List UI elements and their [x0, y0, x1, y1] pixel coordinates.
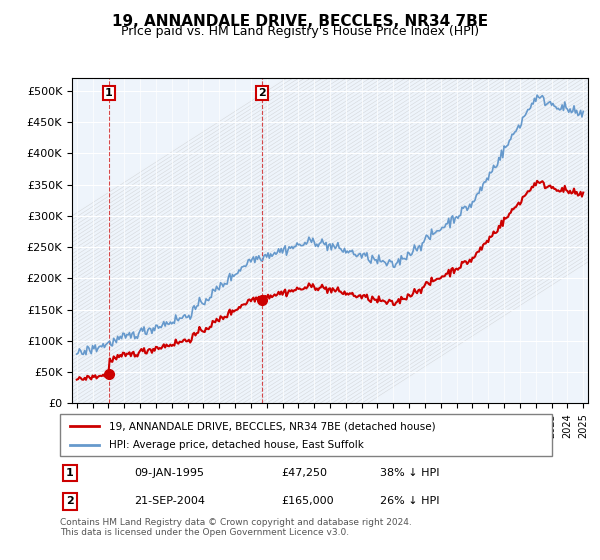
FancyBboxPatch shape: [60, 414, 552, 456]
Text: 38% ↓ HPI: 38% ↓ HPI: [380, 468, 439, 478]
Text: 26% ↓ HPI: 26% ↓ HPI: [380, 496, 439, 506]
Text: 19, ANNANDALE DRIVE, BECCLES, NR34 7BE: 19, ANNANDALE DRIVE, BECCLES, NR34 7BE: [112, 14, 488, 29]
Text: HPI: Average price, detached house, East Suffolk: HPI: Average price, detached house, East…: [109, 440, 364, 450]
Text: 1: 1: [105, 88, 113, 98]
Text: Price paid vs. HM Land Registry's House Price Index (HPI): Price paid vs. HM Land Registry's House …: [121, 25, 479, 38]
Text: 2: 2: [66, 496, 74, 506]
Text: 21-SEP-2004: 21-SEP-2004: [134, 496, 205, 506]
Text: 2: 2: [259, 88, 266, 98]
Text: 09-JAN-1995: 09-JAN-1995: [134, 468, 204, 478]
Text: 1: 1: [66, 468, 74, 478]
Text: 19, ANNANDALE DRIVE, BECCLES, NR34 7BE (detached house): 19, ANNANDALE DRIVE, BECCLES, NR34 7BE (…: [109, 421, 436, 431]
Text: Contains HM Land Registry data © Crown copyright and database right 2024.
This d: Contains HM Land Registry data © Crown c…: [60, 518, 412, 538]
Text: £47,250: £47,250: [281, 468, 328, 478]
Text: £165,000: £165,000: [281, 496, 334, 506]
